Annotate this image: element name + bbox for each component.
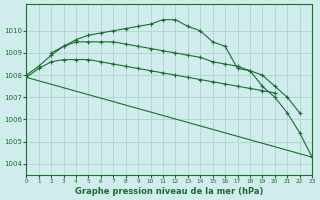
X-axis label: Graphe pression niveau de la mer (hPa): Graphe pression niveau de la mer (hPa): [75, 187, 263, 196]
